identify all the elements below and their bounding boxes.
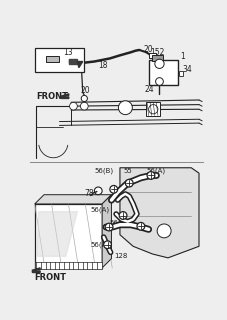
Text: 24: 24 (144, 85, 154, 94)
FancyBboxPatch shape (149, 53, 155, 59)
Circle shape (103, 241, 111, 249)
Circle shape (156, 224, 170, 238)
Circle shape (119, 212, 126, 219)
Polygon shape (37, 212, 77, 256)
Text: C: C (162, 228, 165, 233)
FancyBboxPatch shape (45, 56, 59, 62)
Text: 34: 34 (181, 65, 191, 74)
Polygon shape (102, 195, 111, 268)
Polygon shape (32, 268, 40, 273)
Circle shape (69, 102, 77, 110)
Polygon shape (35, 195, 111, 204)
Text: 20: 20 (80, 86, 90, 95)
Circle shape (81, 95, 87, 101)
Text: 18: 18 (98, 61, 107, 70)
Text: FRONT: FRONT (36, 92, 68, 101)
Text: 56(B): 56(B) (94, 168, 113, 174)
Text: A: A (123, 105, 127, 110)
Text: 56(A): 56(A) (146, 168, 165, 174)
Text: 56(A): 56(A) (109, 220, 128, 227)
Polygon shape (35, 204, 102, 268)
Circle shape (136, 222, 144, 230)
Text: 20: 20 (143, 45, 152, 54)
Circle shape (109, 186, 117, 193)
Circle shape (148, 105, 157, 114)
Text: 55: 55 (123, 168, 131, 174)
Text: 56(A): 56(A) (90, 242, 109, 248)
Polygon shape (77, 61, 82, 68)
Text: 152: 152 (150, 48, 164, 57)
Circle shape (105, 223, 113, 231)
Circle shape (118, 101, 132, 115)
Circle shape (146, 172, 154, 179)
FancyBboxPatch shape (148, 60, 177, 84)
Polygon shape (61, 94, 69, 99)
Text: 128: 128 (113, 252, 127, 259)
FancyBboxPatch shape (35, 48, 83, 72)
Circle shape (125, 179, 133, 187)
Polygon shape (69, 59, 77, 64)
FancyBboxPatch shape (146, 102, 160, 116)
Text: 1: 1 (180, 52, 184, 60)
FancyBboxPatch shape (152, 55, 163, 61)
Text: A: A (157, 61, 161, 66)
Circle shape (94, 187, 102, 195)
Text: 13: 13 (63, 48, 73, 57)
Text: 56(A): 56(A) (90, 206, 109, 212)
Text: B: B (151, 107, 154, 112)
Circle shape (80, 102, 88, 110)
Text: 78: 78 (84, 189, 94, 198)
Circle shape (154, 59, 163, 68)
Text: FRONT: FRONT (35, 273, 67, 282)
Circle shape (155, 78, 163, 85)
FancyBboxPatch shape (178, 71, 182, 76)
FancyBboxPatch shape (35, 262, 102, 268)
Text: B: B (157, 79, 160, 84)
Polygon shape (119, 168, 198, 258)
